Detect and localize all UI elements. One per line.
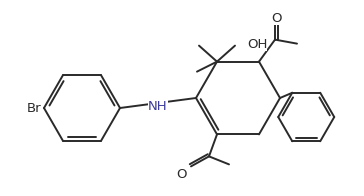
Text: O: O [177, 168, 187, 181]
Text: Br: Br [26, 102, 41, 114]
Text: OH: OH [247, 38, 268, 51]
Text: O: O [272, 12, 282, 25]
Text: NH: NH [148, 100, 168, 113]
